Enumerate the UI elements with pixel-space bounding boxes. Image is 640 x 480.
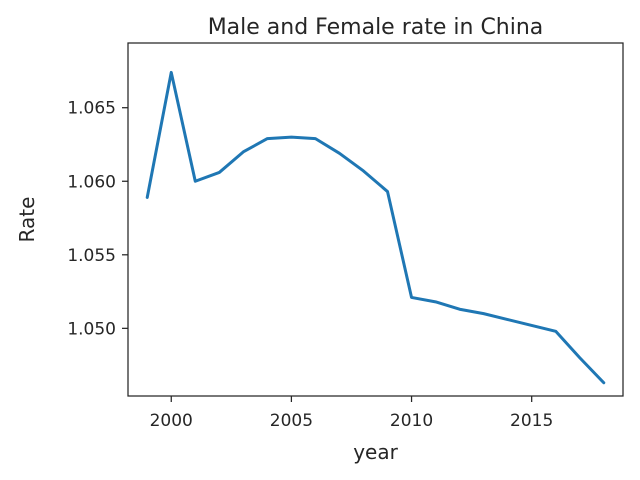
y-axis-label: Rate	[15, 197, 39, 243]
x-axis: 2000 2005 2010 2015	[150, 396, 553, 431]
series-layer	[145, 70, 606, 385]
x-tick-label: 2015	[510, 411, 553, 431]
series-line	[145, 70, 606, 385]
x-tick-label: 2005	[270, 411, 313, 431]
x-axis-label: year	[353, 440, 398, 464]
plot-area	[127, 42, 624, 397]
x-tick-label: 2000	[150, 411, 193, 431]
x-tick-label: 2010	[390, 411, 433, 431]
y-tick-label: 1.060	[67, 172, 116, 192]
y-tick-label: 1.055	[67, 246, 116, 266]
y-axis: 1.050 1.055 1.060 1.065	[67, 99, 128, 339]
y-tick-label: 1.065	[67, 99, 116, 119]
y-tick-label: 1.050	[67, 319, 116, 339]
chart-title: Male and Female rate in China	[208, 15, 544, 40]
